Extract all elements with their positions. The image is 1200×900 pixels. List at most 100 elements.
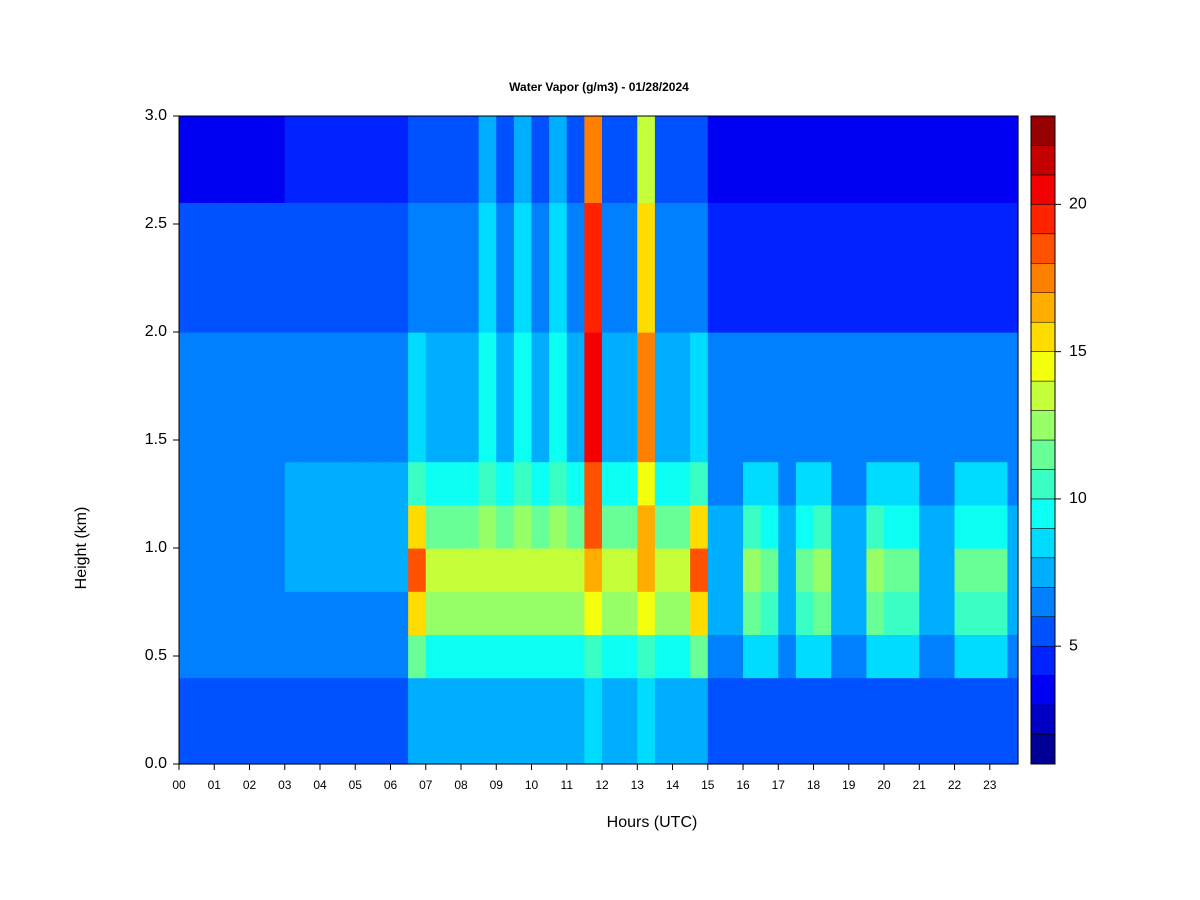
heat-cell bbox=[372, 591, 392, 635]
heat-cell bbox=[443, 548, 462, 592]
heat-cell bbox=[372, 461, 392, 506]
heat-cell bbox=[866, 116, 885, 203]
heat-cell bbox=[320, 461, 339, 506]
heat-cell bbox=[760, 504, 779, 549]
heat-cell bbox=[936, 332, 956, 463]
heat-cell bbox=[936, 591, 956, 635]
heat-cell bbox=[831, 461, 850, 506]
heat-cell bbox=[179, 332, 198, 463]
heat-cell bbox=[602, 202, 621, 333]
heat-cell bbox=[743, 548, 762, 592]
heat-cell bbox=[672, 504, 691, 549]
heat-cell bbox=[707, 202, 727, 333]
heat-cell bbox=[725, 116, 744, 203]
heat-cell bbox=[1007, 504, 1019, 549]
heat-cell bbox=[743, 634, 762, 679]
heat-cell bbox=[936, 548, 956, 592]
heat-cell bbox=[619, 116, 638, 203]
heat-cell bbox=[320, 591, 339, 635]
heat-cell bbox=[1007, 591, 1019, 635]
heat-cell bbox=[654, 461, 674, 506]
heat-cell bbox=[954, 504, 973, 549]
heat-cell bbox=[637, 591, 656, 635]
heat-cell bbox=[919, 634, 938, 679]
x-tick-label: 19 bbox=[842, 778, 856, 792]
heat-cell bbox=[549, 634, 568, 679]
heat-cell bbox=[813, 634, 832, 679]
colorbar-segment bbox=[1030, 675, 1056, 706]
x-tick-label: 08 bbox=[454, 778, 468, 792]
heat-cell bbox=[390, 332, 409, 463]
heat-cell bbox=[866, 548, 885, 592]
heat-cell bbox=[408, 504, 427, 549]
heat-cell bbox=[478, 504, 497, 549]
heat-cell bbox=[743, 332, 762, 463]
heat-cell bbox=[249, 677, 268, 765]
heat-cell bbox=[760, 634, 779, 679]
heat-cell bbox=[795, 461, 815, 506]
heat-cell bbox=[461, 332, 480, 463]
heat-cell bbox=[919, 548, 938, 592]
heat-cell bbox=[478, 677, 497, 765]
heat-cell bbox=[461, 116, 480, 203]
heat-cell bbox=[372, 548, 392, 592]
heat-cell bbox=[972, 634, 991, 679]
heat-cell bbox=[795, 202, 815, 333]
heat-cell bbox=[831, 332, 850, 463]
heat-cell bbox=[989, 677, 1009, 765]
heat-cell bbox=[584, 634, 603, 679]
heat-cell bbox=[743, 504, 762, 549]
heat-cell bbox=[566, 461, 585, 506]
heat-cell bbox=[866, 504, 885, 549]
heat-cell bbox=[778, 461, 797, 506]
heat-cell bbox=[355, 461, 374, 506]
heat-cell bbox=[602, 116, 621, 203]
heat-cell bbox=[778, 634, 797, 679]
heat-cell bbox=[813, 677, 832, 765]
heat-cell bbox=[778, 332, 797, 463]
colorbar-segment bbox=[1030, 734, 1056, 765]
heat-cell bbox=[972, 202, 991, 333]
heat-cell bbox=[884, 504, 903, 549]
heat-cell bbox=[531, 461, 550, 506]
heat-cell bbox=[231, 461, 251, 506]
heat-cell bbox=[989, 591, 1009, 635]
heat-cell bbox=[848, 634, 868, 679]
heat-cell bbox=[513, 202, 533, 333]
y-tick-label: 0.0 bbox=[145, 755, 167, 772]
heat-cell bbox=[179, 548, 198, 592]
colorbar-segment bbox=[1030, 351, 1056, 382]
heat-cell bbox=[461, 461, 480, 506]
heat-cell bbox=[443, 332, 462, 463]
colorbar-segment bbox=[1030, 321, 1056, 352]
heat-cell bbox=[566, 548, 585, 592]
y-tick-label: 3.0 bbox=[145, 107, 167, 124]
heat-cell bbox=[496, 677, 515, 765]
heat-cell bbox=[425, 634, 444, 679]
heat-cell bbox=[496, 461, 515, 506]
heat-cell bbox=[848, 116, 868, 203]
heat-cell bbox=[443, 591, 462, 635]
heat-cell bbox=[901, 677, 920, 765]
heat-cell bbox=[496, 504, 515, 549]
colorbar-tick-label: 20 bbox=[1069, 196, 1087, 213]
heat-cell bbox=[602, 591, 621, 635]
heat-cell bbox=[249, 461, 268, 506]
heat-cell bbox=[1007, 461, 1019, 506]
colorbar-segment bbox=[1030, 263, 1056, 293]
heat-cell bbox=[884, 202, 903, 333]
heat-cell bbox=[443, 677, 462, 765]
heat-cell bbox=[284, 332, 303, 463]
x-tick-label: 20 bbox=[877, 778, 891, 792]
heat-cell bbox=[284, 591, 303, 635]
heat-cell bbox=[831, 634, 850, 679]
colorbar-segment bbox=[1030, 204, 1056, 235]
heat-cell bbox=[566, 202, 585, 333]
heat-cell bbox=[196, 548, 215, 592]
x-tick-label: 17 bbox=[772, 778, 786, 792]
heat-cell bbox=[231, 634, 251, 679]
heat-cell bbox=[372, 116, 392, 203]
heat-cell bbox=[619, 504, 638, 549]
heat-cell bbox=[372, 677, 392, 765]
heat-cell bbox=[196, 461, 215, 506]
